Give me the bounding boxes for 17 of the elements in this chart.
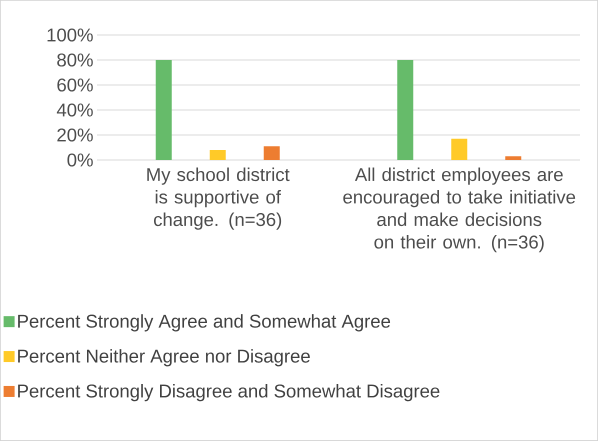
bar xyxy=(451,138,468,160)
y-tick-label: 100% xyxy=(48,28,93,42)
bar xyxy=(505,156,522,160)
y-tick-label: 60% xyxy=(57,78,93,92)
bar xyxy=(156,60,172,160)
y-tick-label: 80% xyxy=(57,53,93,67)
legend-label: Percent Strongly Agree and Somewhat Agree xyxy=(18,314,390,332)
y-tick-label: 40% xyxy=(56,103,93,117)
x-tick-label: My school district is supportive of change. (n=36) xyxy=(147,168,290,230)
legend-label: Percent Strongly Disagree and Somewhat Disagree xyxy=(18,384,440,402)
bar xyxy=(210,150,226,160)
bar xyxy=(397,60,414,160)
bar xyxy=(264,146,280,160)
legend-label: Percent Neither Agree nor Disagree xyxy=(18,349,310,366)
y-tick-label: 0% xyxy=(67,153,93,167)
x-tick-label: All district employees are encouraged to take initiative and make decisions on their own. (n=36) xyxy=(343,168,576,252)
y-tick-label: 20% xyxy=(57,128,93,142)
